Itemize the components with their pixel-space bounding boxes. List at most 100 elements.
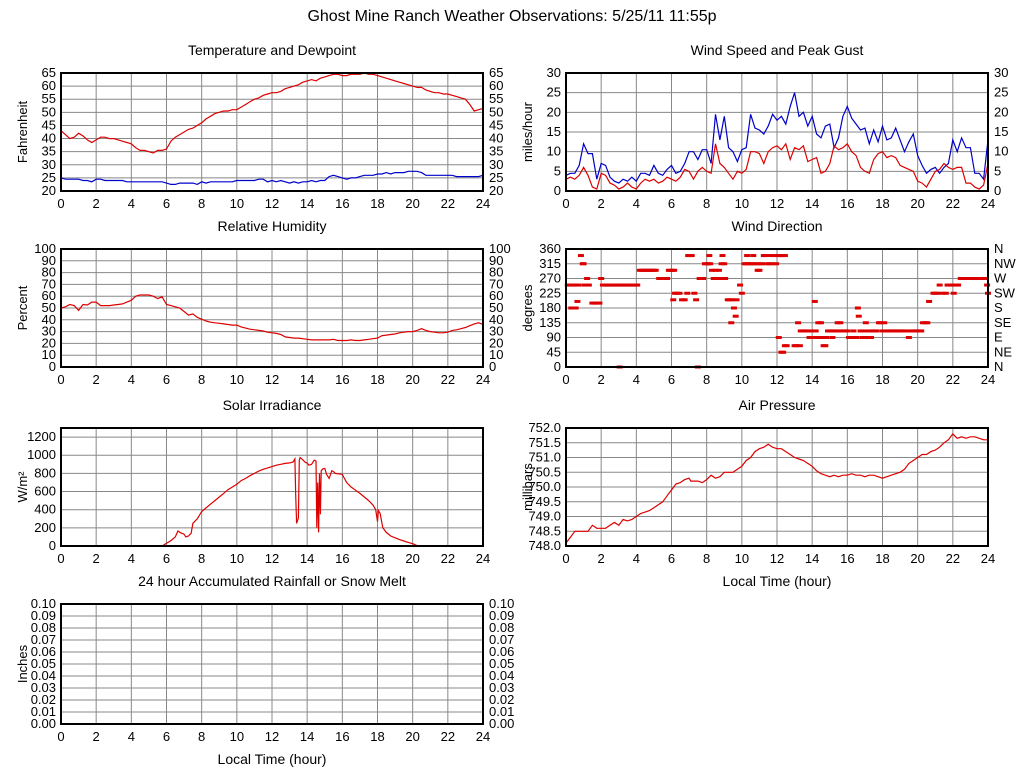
svg-text:10: 10 bbox=[735, 196, 749, 211]
svg-text:0: 0 bbox=[57, 729, 64, 744]
svg-text:55: 55 bbox=[489, 91, 503, 106]
svg-text:1200: 1200 bbox=[27, 429, 56, 444]
svg-text:30: 30 bbox=[42, 157, 56, 172]
svg-text:15: 15 bbox=[547, 124, 561, 139]
svg-text:20: 20 bbox=[405, 729, 419, 744]
svg-text:60: 60 bbox=[42, 78, 56, 93]
svg-text:0.01: 0.01 bbox=[31, 704, 56, 719]
svg-text:400: 400 bbox=[34, 502, 56, 517]
svg-text:12: 12 bbox=[265, 372, 279, 387]
svg-text:100: 100 bbox=[489, 241, 511, 256]
chart-title-relative-humidity: Relative Humidity bbox=[217, 218, 327, 234]
svg-text:60: 60 bbox=[489, 78, 503, 93]
chart-title-temperature-dewpoint: Temperature and Dewpoint bbox=[187, 42, 357, 58]
svg-text:24: 24 bbox=[981, 551, 995, 566]
svg-text:6: 6 bbox=[668, 196, 675, 211]
svg-text:Fahrenheit: Fahrenheit bbox=[15, 101, 30, 164]
svg-text:16: 16 bbox=[335, 729, 349, 744]
svg-text:20: 20 bbox=[489, 335, 503, 350]
svg-text:30: 30 bbox=[489, 324, 503, 339]
chart-wind-direction: Wind Direction 0 N 45 NE 90 E 135 SE 180 S 225 SW 27… bbox=[510, 215, 1024, 431]
svg-text:0: 0 bbox=[562, 551, 569, 566]
svg-text:0.02: 0.02 bbox=[489, 692, 514, 707]
svg-text:16: 16 bbox=[335, 372, 349, 387]
svg-text:10: 10 bbox=[230, 372, 244, 387]
svg-text:8: 8 bbox=[703, 551, 710, 566]
svg-text:0: 0 bbox=[562, 196, 569, 211]
svg-text:10: 10 bbox=[735, 372, 749, 387]
svg-text:0.04: 0.04 bbox=[31, 668, 56, 683]
svg-text:749.5: 749.5 bbox=[528, 494, 561, 509]
svg-text:6: 6 bbox=[163, 196, 170, 211]
svg-text:18: 18 bbox=[370, 551, 384, 566]
svg-text:N: N bbox=[994, 241, 1003, 256]
svg-text:200: 200 bbox=[34, 520, 56, 535]
svg-text:0.03: 0.03 bbox=[31, 680, 56, 695]
svg-text:12: 12 bbox=[770, 551, 784, 566]
svg-text:0.06: 0.06 bbox=[489, 644, 514, 659]
svg-text:30: 30 bbox=[42, 324, 56, 339]
svg-text:6: 6 bbox=[163, 729, 170, 744]
svg-text:16: 16 bbox=[840, 551, 854, 566]
svg-text:24: 24 bbox=[476, 372, 490, 387]
svg-text:20: 20 bbox=[910, 196, 924, 211]
svg-text:25: 25 bbox=[547, 85, 561, 100]
svg-text:55: 55 bbox=[42, 91, 56, 106]
svg-text:10: 10 bbox=[735, 551, 749, 566]
svg-text:45: 45 bbox=[489, 117, 503, 132]
svg-text:20: 20 bbox=[910, 372, 924, 387]
svg-text:degrees: degrees bbox=[520, 284, 535, 331]
svg-text:90: 90 bbox=[489, 253, 503, 268]
svg-text:4: 4 bbox=[633, 196, 640, 211]
svg-text:35: 35 bbox=[42, 144, 56, 159]
svg-text:60: 60 bbox=[489, 288, 503, 303]
svg-text:80: 80 bbox=[42, 265, 56, 280]
svg-text:20: 20 bbox=[405, 196, 419, 211]
svg-text:4: 4 bbox=[633, 551, 640, 566]
svg-text:360: 360 bbox=[539, 241, 561, 256]
svg-text:180: 180 bbox=[539, 300, 561, 315]
svg-text:2: 2 bbox=[598, 196, 605, 211]
svg-text:90: 90 bbox=[547, 330, 561, 345]
svg-text:0: 0 bbox=[57, 196, 64, 211]
chart-title-wind-speed-gust: Wind Speed and Peak Gust bbox=[690, 42, 864, 58]
svg-text:24: 24 bbox=[476, 551, 490, 566]
svg-text:20: 20 bbox=[42, 183, 56, 198]
chart-title-air-pressure: Air Pressure bbox=[738, 397, 816, 413]
svg-text:6: 6 bbox=[668, 372, 675, 387]
svg-text:18: 18 bbox=[875, 196, 889, 211]
svg-text:millibars: millibars bbox=[520, 463, 535, 511]
svg-text:0.02: 0.02 bbox=[31, 692, 56, 707]
svg-text:80: 80 bbox=[489, 265, 503, 280]
svg-text:5: 5 bbox=[554, 163, 561, 178]
svg-text:14: 14 bbox=[805, 196, 819, 211]
svg-text:0.03: 0.03 bbox=[489, 680, 514, 695]
svg-text:16: 16 bbox=[840, 372, 854, 387]
svg-text:2: 2 bbox=[93, 196, 100, 211]
svg-text:2: 2 bbox=[93, 551, 100, 566]
svg-text:20: 20 bbox=[405, 551, 419, 566]
svg-text:65: 65 bbox=[42, 65, 56, 80]
svg-text:24: 24 bbox=[981, 196, 995, 211]
svg-text:70: 70 bbox=[42, 276, 56, 291]
svg-text:0.08: 0.08 bbox=[489, 620, 514, 635]
svg-text:35: 35 bbox=[489, 144, 503, 159]
svg-text:2: 2 bbox=[598, 372, 605, 387]
svg-text:2: 2 bbox=[598, 551, 605, 566]
svg-text:8: 8 bbox=[198, 551, 205, 566]
svg-text:0.06: 0.06 bbox=[31, 644, 56, 659]
svg-text:100: 100 bbox=[34, 241, 56, 256]
svg-text:8: 8 bbox=[198, 372, 205, 387]
page-title: Ghost Mine Ranch Weather Observations: 5… bbox=[307, 8, 717, 25]
svg-text:70: 70 bbox=[489, 276, 503, 291]
svg-text:20: 20 bbox=[405, 372, 419, 387]
svg-text:90: 90 bbox=[42, 253, 56, 268]
svg-text:NW: NW bbox=[994, 256, 1016, 271]
svg-text:40: 40 bbox=[42, 131, 56, 146]
svg-text:0: 0 bbox=[489, 359, 496, 374]
chart-solar-irradiance: Solar Irradiance 0 200 400 600 800 1000 1200 0 2… bbox=[5, 394, 539, 610]
svg-text:16: 16 bbox=[335, 551, 349, 566]
